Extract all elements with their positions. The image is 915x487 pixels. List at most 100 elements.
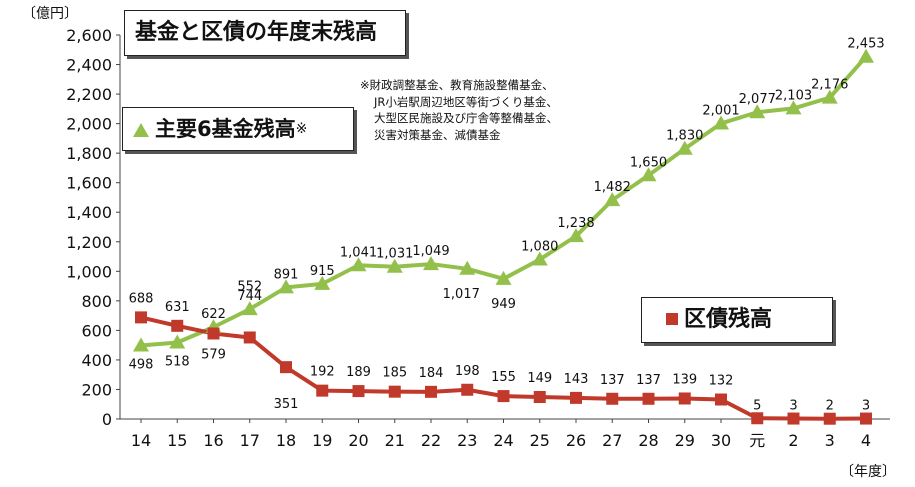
x-tick-label: 28 xyxy=(638,431,658,450)
debt-marker xyxy=(751,412,764,425)
debt-data-label: 184 xyxy=(419,366,444,381)
footnote-line: 大型区民施設及び庁舎等整備基金、 xyxy=(374,111,558,125)
y-tick-label: 0 xyxy=(102,410,112,429)
debt-data-label: 149 xyxy=(527,371,552,386)
x-tick-label: 16 xyxy=(203,431,223,450)
funds-data-label: 622 xyxy=(201,307,226,322)
y-tick-label: 1,200 xyxy=(66,233,112,252)
x-tick-label: 19 xyxy=(312,431,332,450)
funds-marker xyxy=(676,140,693,155)
x-tick-label: 25 xyxy=(530,431,550,450)
debt-data-label: 192 xyxy=(310,365,335,380)
debt-marker xyxy=(280,361,292,374)
y-tick-label: 400 xyxy=(81,351,112,370)
funds-marker xyxy=(133,337,149,352)
debt-marker xyxy=(316,384,329,397)
legend-funds: 主要6基金残高※ xyxy=(122,107,354,151)
funds-marker xyxy=(278,279,294,294)
funds-marker xyxy=(423,256,439,271)
y-tick-label: 1,800 xyxy=(66,144,112,163)
debt-marker xyxy=(715,393,727,406)
triangle-marker-icon xyxy=(133,123,149,137)
x-tick-label: 22 xyxy=(421,431,441,450)
funds-data-label: 1,482 xyxy=(594,180,631,195)
x-tick-label: 21 xyxy=(385,431,405,450)
legend-funds-note-mark: ※ xyxy=(295,121,308,137)
funds-data-label: 498 xyxy=(129,357,154,372)
x-tick-label: 24 xyxy=(493,431,513,450)
debt-data-label: 185 xyxy=(382,366,407,381)
funds-marker xyxy=(386,258,403,273)
debt-marker xyxy=(243,331,256,344)
footnote-line: ※財政調整基金、教育施設整備基金、 xyxy=(360,78,554,92)
y-tick-label: 600 xyxy=(81,321,112,340)
debt-marker xyxy=(171,319,184,332)
y-tick-label: 2,000 xyxy=(66,115,112,134)
funds-marker xyxy=(713,115,729,130)
square-marker-icon xyxy=(666,313,678,325)
x-tick-label: 4 xyxy=(861,431,871,450)
funds-data-label: 744 xyxy=(237,289,262,304)
debt-marker xyxy=(497,390,510,403)
legend-funds-label: 主要6基金残高 xyxy=(155,117,296,141)
x-axis-unit: 〔年度〕 xyxy=(840,464,896,480)
debt-marker xyxy=(642,392,655,405)
legend-debt-label: 区債残高 xyxy=(684,307,773,332)
funds-data-label: 2,176 xyxy=(811,78,848,93)
funds-marker xyxy=(531,251,548,266)
debt-data-label: 137 xyxy=(636,373,661,388)
x-tick-label: 20 xyxy=(348,431,368,450)
funds-data-label: 518 xyxy=(165,354,190,369)
debt-data-label: 579 xyxy=(201,347,226,362)
funds-data-label: 2,103 xyxy=(775,88,812,103)
y-tick-label: 1,600 xyxy=(66,174,112,193)
funds-marker xyxy=(241,301,258,316)
debt-marker xyxy=(207,327,220,340)
funds-marker xyxy=(604,192,621,207)
x-tick-label: 27 xyxy=(602,431,622,450)
debt-data-label: 189 xyxy=(346,365,371,380)
y-tick-label: 200 xyxy=(81,380,112,399)
debt-data-label: 143 xyxy=(564,372,589,387)
debt-data-label: 351 xyxy=(274,397,299,412)
y-tick-label: 1,000 xyxy=(66,262,112,281)
funds-marker xyxy=(821,89,838,104)
x-tick-label: 3 xyxy=(825,431,835,450)
funds-marker xyxy=(785,100,802,115)
funds-marker xyxy=(169,334,186,349)
debt-marker xyxy=(823,412,836,425)
y-tick-label: 1,400 xyxy=(66,203,112,222)
chart-title-text: 基金と区債の年度末残高 xyxy=(135,20,378,45)
debt-data-label: 132 xyxy=(709,374,734,389)
debt-marker xyxy=(678,392,691,405)
debt-marker xyxy=(533,390,546,403)
debt-marker xyxy=(352,385,365,398)
funds-marker xyxy=(350,257,367,272)
debt-data-label: 139 xyxy=(672,372,697,387)
debt-data-label: 3 xyxy=(862,399,870,414)
debt-data-label: 688 xyxy=(129,291,154,306)
debt-marker xyxy=(570,391,582,404)
funds-data-label: 2,001 xyxy=(702,103,739,118)
funds-data-label: 2,453 xyxy=(847,37,884,52)
funds-data-label: 1,017 xyxy=(443,287,480,302)
funds-marker xyxy=(568,228,584,243)
funds-marker xyxy=(640,167,657,182)
y-tick-label: 2,400 xyxy=(66,56,112,75)
x-tick-label: 30 xyxy=(711,431,731,450)
debt-marker xyxy=(388,385,401,398)
funds-marker xyxy=(459,260,476,275)
funds-data-label: 1,049 xyxy=(412,244,449,259)
funds-data-label: 1,650 xyxy=(630,155,667,170)
debt-marker xyxy=(860,412,872,425)
debt-data-label: 2 xyxy=(826,399,834,414)
legend-debt: 区債残高 xyxy=(641,297,833,343)
debt-data-label: 552 xyxy=(237,279,262,294)
debt-data-label: 5 xyxy=(753,398,761,413)
y-tick-label: 800 xyxy=(81,292,112,311)
x-tick-label: 29 xyxy=(675,431,695,450)
debt-marker xyxy=(606,392,619,405)
funds-marker xyxy=(858,48,874,63)
debt-marker xyxy=(461,383,474,396)
debt-marker xyxy=(787,412,800,425)
